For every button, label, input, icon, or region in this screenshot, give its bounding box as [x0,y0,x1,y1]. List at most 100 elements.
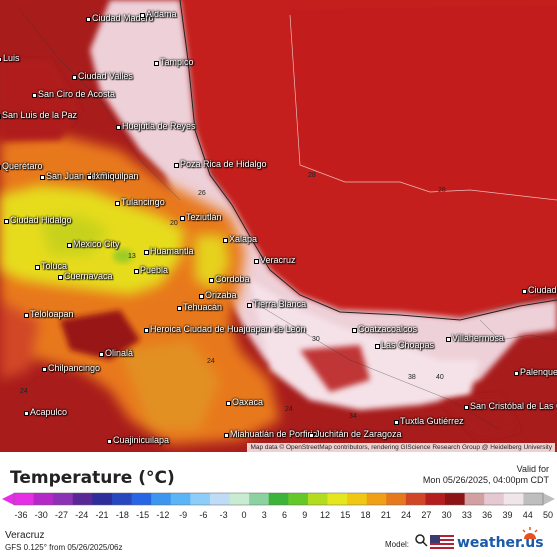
scale-tick-label: 6 [281,510,288,520]
scale-swatch [53,493,74,505]
scale-tick-label: 18 [360,510,371,520]
scale-tick-label: 15 [340,510,351,520]
temperature-map[interactable]: Ciudad Madero Aldama Tampico Luis Ciudad Val… [0,0,557,452]
city-label: Tehuacán [183,302,223,312]
contour-value: 38 [408,374,416,381]
scale-tick-label: 9 [302,510,308,520]
scale-swatch [366,493,387,505]
city-label: Villahermosa [452,333,504,343]
city-marker [522,289,527,294]
contour-value: 24 [207,358,215,365]
brand-logo[interactable]: weather.us [457,535,544,551]
city-label: Ciudad Madero [92,13,154,23]
scale-tick-label: -9 [179,510,188,520]
city-label: Oaxaca [232,397,264,407]
scale-tick-label: -18 [115,510,129,520]
scale-tick-label: -15 [136,510,150,520]
city-label: Ciudad Hidalgo [10,215,72,225]
city-marker [87,175,92,180]
city-label: San Cristóbal de Las Casas [470,401,557,411]
city-marker [223,238,228,243]
scale-swatch [445,493,466,505]
contour-value: 34 [349,413,357,420]
city-label: Miahuatlán de Porfirio [230,429,318,439]
city-marker [352,328,357,333]
scale-tick-label: 33 [461,510,472,520]
city-marker [42,367,47,372]
scale-tick-label: -30 [34,510,48,520]
city-label: San Ciro de Acosta [38,89,116,99]
city-label: Huamantla [150,246,194,256]
us-flag-icon[interactable] [430,535,454,549]
scale-swatch [229,493,250,505]
valid-time: Mon 05/26/2025, 04:00pm CDT [422,475,549,485]
contour-28 [289,14,557,201]
city-label: Ixmiquilpan [93,171,139,181]
city-label: Tulancingo [121,197,165,207]
legend-title: Temperature (°C) [10,468,175,488]
scale-swatch [327,493,348,505]
city-marker [24,313,29,318]
scale-swatch [523,493,544,505]
city-marker [4,219,9,224]
scale-swatch [307,493,328,505]
city-label: Puebla [140,265,169,275]
scale-tick-label: -6 [199,510,208,520]
scale-swatch [425,493,446,505]
scale-tick-label: -21 [95,510,109,520]
scale-swatch [347,493,368,505]
hd-icon[interactable] [414,533,428,547]
city-label: Querétaro [2,161,43,171]
contour-value: 28 [438,187,446,194]
scale-tick-label: 12 [320,510,331,520]
city-marker [514,371,519,376]
city-marker [140,13,145,18]
contour-value: 24 [20,388,28,395]
scale-arrow-high [543,493,555,505]
city-label: Luis [3,53,20,63]
city-label: Poza Rica de Hidalgo [180,159,267,169]
city-marker [24,411,29,416]
city-marker [254,259,259,264]
city-label: Las Choapas [381,340,435,350]
city-marker [226,401,231,406]
gulf-patch [290,5,557,200]
city-label: Olinalá [105,348,134,358]
scale-swatch [151,493,172,505]
model-label: Model: [385,540,410,549]
city-label: Teziutlán [186,212,222,222]
city-marker [446,337,451,342]
city-marker [0,165,1,170]
city-marker [115,201,120,206]
city-label: Toluca [41,261,68,271]
city-marker [224,433,229,438]
contour-value: 30 [312,336,320,343]
scale-tick-label: -27 [55,510,69,520]
city-label: Huejutla de Reyes [122,121,196,131]
city-marker [209,278,214,283]
scale-swatch [14,493,35,505]
city-marker [107,439,112,444]
contour-value: 28 [308,172,316,179]
city-label: Cuajinicuilapa [113,435,170,445]
scale-outline [13,492,544,506]
map-attribution: Map data © OpenStreetMap contributors, r… [247,443,555,452]
scale-swatch [190,493,211,505]
scale-tick-label: -3 [219,510,228,520]
city-label: Chilpancingo [48,363,101,373]
city-label: Tampico [160,57,194,67]
city-marker [309,433,314,438]
model-info: GFS 0.125° from 05/26/2025/06z [5,543,123,552]
scale-swatch [268,493,289,505]
city-label: Aldama [146,9,177,19]
coastline [179,0,557,321]
city-marker [86,17,91,22]
city-marker [247,303,252,308]
scale-tick-label: -12 [156,510,170,520]
city-label: Tierra Blanca [253,299,307,309]
city-marker [375,344,380,349]
scale-arrow-low [2,493,14,505]
scale-tick-label: -24 [75,510,89,520]
state-border-3 [479,319,557,341]
city-marker [464,405,469,410]
